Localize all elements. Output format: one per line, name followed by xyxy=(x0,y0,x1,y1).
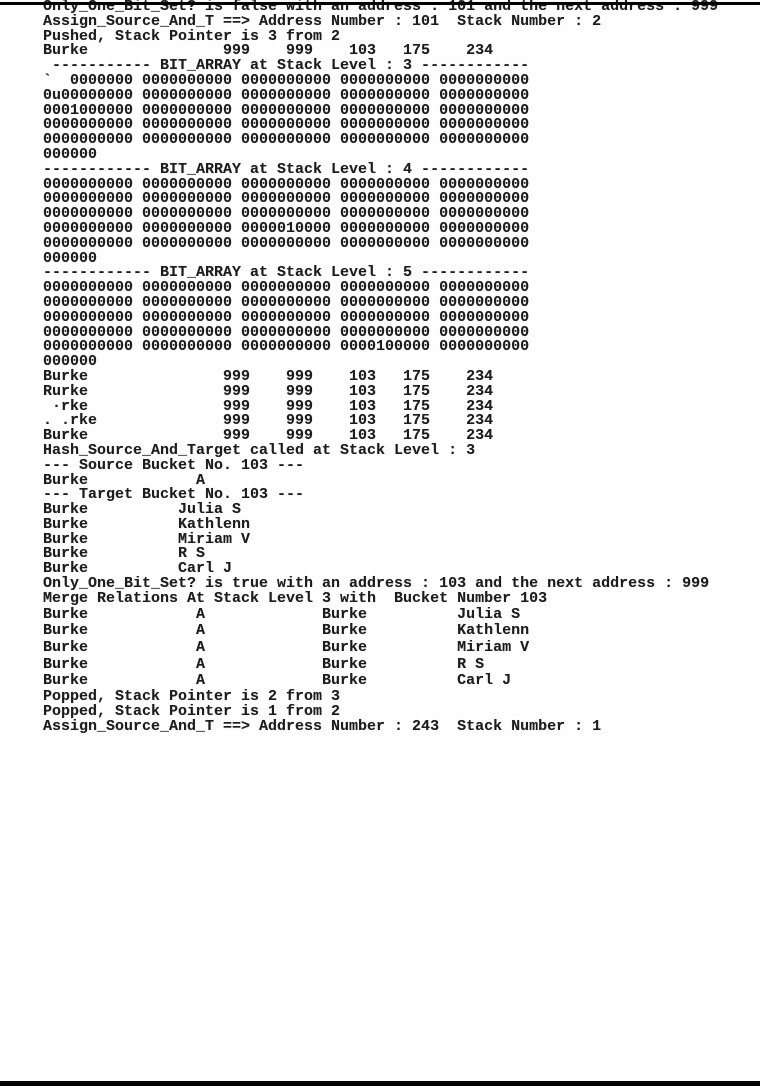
relation-rows-table: Burke 999 999 103 175 234 Rurke 999 999 … xyxy=(43,367,494,445)
log-line-popped-2-from-3: Popped, Stack Pointer is 2 from 3 xyxy=(43,688,341,706)
log-line-popped-1-from-2: Popped, Stack Pointer is 1 from 2 xyxy=(43,702,341,720)
pushed-stack-block: Pushed, Stack Pointer is 3 from 2 Burke … xyxy=(43,27,494,60)
scan-edge-top xyxy=(0,2,760,5)
log-line-assign-source-stack-2: Assign_Source_And_T ==> Address Number :… xyxy=(43,12,602,30)
target-bucket-block: --- Target Bucket No. 103 --- Burke Juli… xyxy=(43,486,305,578)
merge-header-block: Only_One_Bit_Set? is true with an addres… xyxy=(43,575,710,607)
bit-array-level-5-block: ------------ BIT_ARRAY at Stack Level : … xyxy=(43,264,530,371)
scan-edge-bottom xyxy=(0,1081,760,1086)
merge-rows-table: Burke A Burke Julia S Burke A Burke Kath… xyxy=(43,605,530,690)
log-line-hash-called: Hash_Source_And_Target called at Stack L… xyxy=(43,441,476,459)
source-bucket-block: --- Source Bucket No. 103 --- Burke A xyxy=(43,456,305,489)
log-line-assign-source-stack-1: Assign_Source_And_T ==> Address Number :… xyxy=(43,717,602,735)
bit-array-level-4-block: ------------ BIT_ARRAY at Stack Level : … xyxy=(43,160,530,267)
bit-array-level-3-block: ----------- BIT_ARRAY at Stack Level : 3… xyxy=(43,57,530,163)
